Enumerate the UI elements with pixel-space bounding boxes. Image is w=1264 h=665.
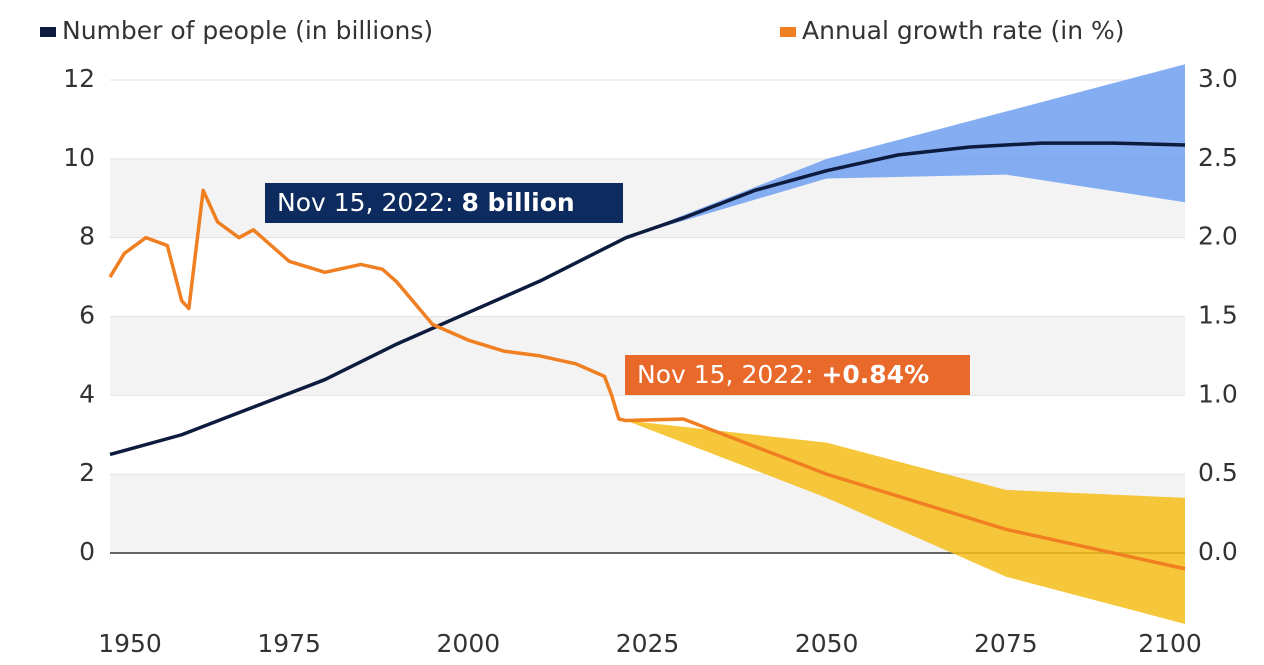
x-tick-label: 2050 [795, 629, 859, 658]
annotation: Nov 15, 2022: 8 billion [277, 188, 575, 217]
y2-tick-label: 1.5 [1198, 301, 1238, 330]
y2-tick-label: 0.0 [1198, 537, 1238, 566]
x-tick-label: 1950 [98, 629, 162, 658]
x-tick-label: 2100 [1138, 629, 1202, 658]
y-tick-label: 10 [63, 143, 95, 172]
legend-label: Annual growth rate (in %) [802, 16, 1125, 45]
y2-tick-label: 2.0 [1198, 222, 1238, 251]
y-tick-label: 8 [79, 222, 95, 251]
legend-swatch [40, 27, 56, 37]
y2-tick-label: 3.0 [1198, 64, 1238, 93]
x-tick-label: 1975 [257, 629, 321, 658]
y-tick-label: 4 [79, 379, 95, 408]
annotation-box [265, 183, 623, 223]
series-line [108, 188, 1186, 571]
x-tick-label: 2000 [437, 629, 501, 658]
y-tick-label: 6 [79, 301, 95, 330]
annotation-value: 8 billion [461, 188, 574, 217]
x-tick-label: 2025 [616, 629, 680, 658]
annotation-text: Nov 15, 2022: [277, 188, 461, 217]
x-tick-label: 2075 [974, 629, 1038, 658]
y2-tick-label: 0.5 [1198, 458, 1238, 487]
y2-tick-label: 1.0 [1198, 379, 1238, 408]
legend-label: Number of people (in billions) [62, 16, 433, 45]
y-tick-label: 0 [79, 537, 95, 566]
annotation-value: +0.84% [821, 360, 929, 389]
projection-band [626, 64, 1185, 238]
y2-tick-label: 2.5 [1198, 143, 1238, 172]
series-line [109, 141, 1186, 457]
annotation: Nov 15, 2022: +0.84% [637, 360, 929, 389]
annotation-box [625, 355, 970, 395]
y-tick-label: 12 [63, 64, 95, 93]
legend-swatch [780, 27, 796, 37]
y-tick-label: 2 [79, 458, 95, 487]
projection-band [626, 420, 1185, 624]
annotation-text: Nov 15, 2022: [637, 360, 821, 389]
